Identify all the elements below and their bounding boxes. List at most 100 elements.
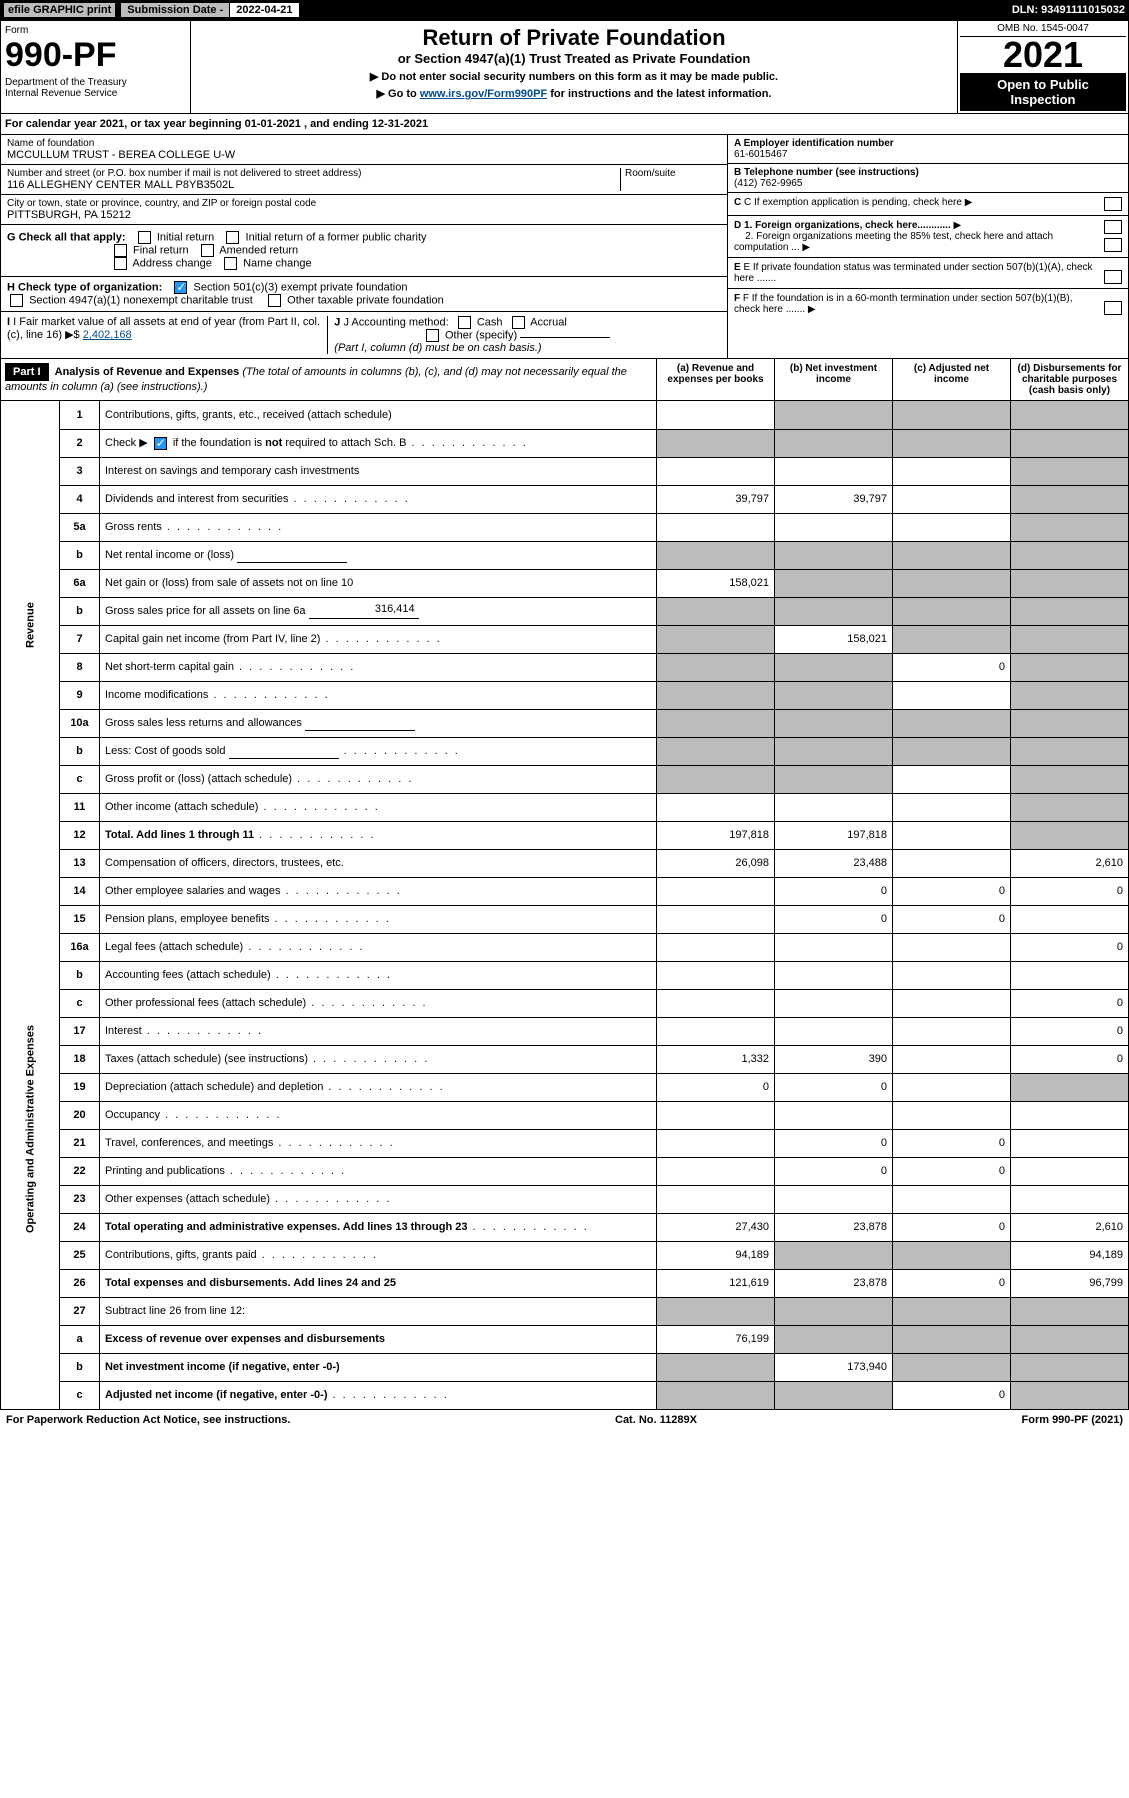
table-cell (657, 653, 775, 681)
table-cell (657, 905, 775, 933)
table-cell: 197,818 (657, 821, 775, 849)
line-description: Contributions, gifts, grants, etc., rece… (100, 401, 657, 429)
table-cell (1011, 401, 1129, 429)
table-cell (657, 401, 775, 429)
ein-value: 61-6015467 (734, 149, 787, 160)
line-description: Net rental income or (loss) (100, 541, 657, 569)
table-cell (1011, 1381, 1129, 1409)
table-cell (1011, 821, 1129, 849)
checkbox-other-taxable[interactable] (268, 294, 281, 307)
name-label: Name of foundation (7, 138, 721, 149)
table-cell (893, 541, 1011, 569)
table-row: bNet investment income (if negative, ent… (1, 1353, 1129, 1381)
addr-label: Number and street (or P.O. box number if… (7, 168, 616, 179)
table-cell (775, 653, 893, 681)
title-note-1: ▶ Do not enter social security numbers o… (195, 70, 953, 83)
line-description: Total operating and administrative expen… (100, 1213, 657, 1241)
submission-label: Submission Date - (121, 3, 229, 17)
table-cell: 0 (893, 1213, 1011, 1241)
table-cell (1011, 653, 1129, 681)
checkbox-amended[interactable] (201, 244, 214, 257)
footer-left: For Paperwork Reduction Act Notice, see … (6, 1414, 290, 1426)
header-left: Form 990-PF Department of the TreasuryIn… (1, 21, 191, 113)
line-description: Net gain or (loss) from sale of assets n… (100, 569, 657, 597)
table-cell (775, 429, 893, 457)
checkbox-sch-b[interactable] (154, 437, 167, 450)
line-description: Subtract line 26 from line 12: (100, 1297, 657, 1325)
table-row: 19Depreciation (attach schedule) and dep… (1, 1073, 1129, 1101)
table-cell (657, 625, 775, 653)
checkbox-final-return[interactable] (114, 244, 127, 257)
checkbox-501c3[interactable] (174, 281, 187, 294)
table-cell (775, 765, 893, 793)
table-row: 25Contributions, gifts, grants paid94,18… (1, 1241, 1129, 1269)
table-cell (775, 1241, 893, 1269)
table-row: 8Net short-term capital gain0 (1, 653, 1129, 681)
checkbox-e[interactable] (1104, 270, 1122, 284)
line-description: Taxes (attach schedule) (see instruction… (100, 1045, 657, 1073)
table-cell (775, 961, 893, 989)
table-cell: 0 (775, 1129, 893, 1157)
line-number: c (60, 989, 100, 1017)
line-number: 15 (60, 905, 100, 933)
line-description: Gross sales price for all assets on line… (100, 597, 657, 625)
j-note: (Part I, column (d) must be on cash basi… (334, 342, 541, 354)
checkbox-4947[interactable] (10, 294, 23, 307)
table-cell (1011, 541, 1129, 569)
table-cell (775, 709, 893, 737)
table-cell (1011, 1101, 1129, 1129)
table-cell (657, 457, 775, 485)
table-cell (775, 1101, 893, 1129)
section-f: F F If the foundation is in a 60-month t… (728, 289, 1128, 319)
table-cell (893, 1353, 1011, 1381)
checkbox-other-method[interactable] (426, 329, 439, 342)
checkbox-accrual[interactable] (512, 316, 525, 329)
checkbox-d2[interactable] (1104, 238, 1122, 252)
instructions-link[interactable]: www.irs.gov/Form990PF (420, 88, 547, 100)
table-cell: 76,199 (657, 1325, 775, 1353)
line-number: 6a (60, 569, 100, 597)
table-cell (893, 793, 1011, 821)
table-cell: 39,797 (657, 485, 775, 513)
table-cell (1011, 1353, 1129, 1381)
checkbox-name-change[interactable] (224, 257, 237, 270)
table-cell: 0 (775, 1073, 893, 1101)
table-cell: 27,430 (657, 1213, 775, 1241)
line-description: Contributions, gifts, grants paid (100, 1241, 657, 1269)
table-row: bLess: Cost of goods sold (1, 737, 1129, 765)
table-cell (893, 709, 1011, 737)
line-number: b (60, 961, 100, 989)
line-description: Less: Cost of goods sold (100, 737, 657, 765)
table-cell (1011, 1185, 1129, 1213)
checkbox-cash[interactable] (458, 316, 471, 329)
table-cell (657, 429, 775, 457)
table-cell (657, 1185, 775, 1213)
checkbox-initial-return[interactable] (138, 231, 151, 244)
table-row: 7Capital gain net income (from Part IV, … (1, 625, 1129, 653)
checkbox-initial-former[interactable] (226, 231, 239, 244)
header-right: OMB No. 1545-0047 2021 Open to Public In… (958, 21, 1128, 113)
line-number: 27 (60, 1297, 100, 1325)
table-row: 15Pension plans, employee benefits00 (1, 905, 1129, 933)
line-number: 10a (60, 709, 100, 737)
table-cell (1011, 625, 1129, 653)
table-cell (657, 1297, 775, 1325)
table-cell (1011, 485, 1129, 513)
table-cell: 0 (893, 905, 1011, 933)
checkbox-c[interactable] (1104, 197, 1122, 211)
line-number: c (60, 765, 100, 793)
checkbox-address-change[interactable] (114, 257, 127, 270)
table-cell (657, 681, 775, 709)
table-cell: 158,021 (657, 569, 775, 597)
table-row: cGross profit or (loss) (attach schedule… (1, 765, 1129, 793)
line-description: Other professional fees (attach schedule… (100, 989, 657, 1017)
checkbox-f[interactable] (1104, 301, 1122, 315)
table-cell (657, 1017, 775, 1045)
table-row: cOther professional fees (attach schedul… (1, 989, 1129, 1017)
table-row: 12Total. Add lines 1 through 11197,81819… (1, 821, 1129, 849)
line-description: Net short-term capital gain (100, 653, 657, 681)
line-description: Net investment income (if negative, ente… (100, 1353, 657, 1381)
table-cell: 0 (893, 1269, 1011, 1297)
checkbox-d1[interactable] (1104, 220, 1122, 234)
line-number: 12 (60, 821, 100, 849)
